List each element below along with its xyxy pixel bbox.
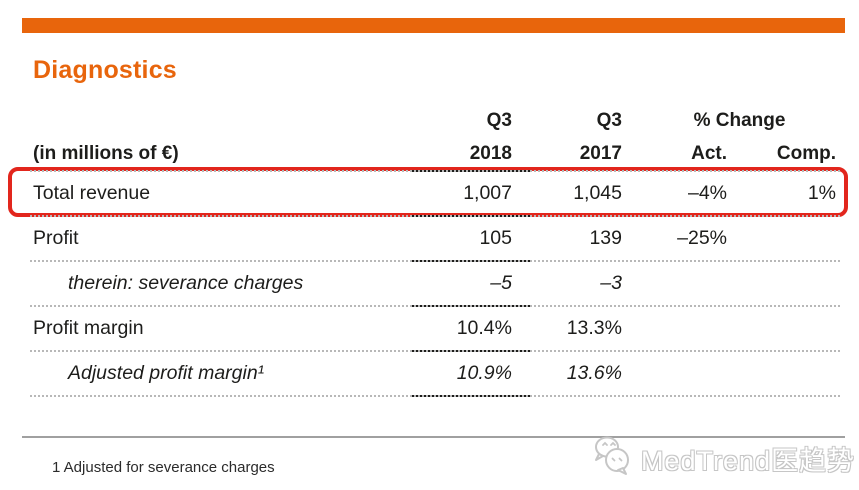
table-header-row-2: (in millions of €) 2018 2017 Act. Comp. bbox=[30, 137, 840, 170]
value-2017: 1,045 bbox=[573, 182, 622, 204]
value-comp bbox=[730, 352, 840, 395]
financials-table: Q3 Q3 % Change (in millions of €) 2018 2… bbox=[30, 104, 840, 397]
table-header-row-1: Q3 Q3 % Change bbox=[30, 104, 840, 137]
row-label: Profit bbox=[33, 227, 79, 249]
value-2017: 13.3% bbox=[566, 317, 622, 339]
table-row-total-revenue: Total revenue 1,007 1,045 –4% 1% bbox=[30, 170, 840, 215]
footer-divider-line bbox=[22, 436, 845, 438]
header-unit-label: (in millions of €) bbox=[33, 143, 179, 164]
wechat-icon bbox=[589, 434, 635, 483]
value-2017: 13.6% bbox=[566, 362, 622, 384]
header-spacer bbox=[30, 104, 365, 137]
header-q3-2018-line1: Q3 bbox=[486, 110, 512, 131]
watermark: MedTrend医趋势 bbox=[589, 432, 855, 484]
value-2017: –3 bbox=[600, 272, 622, 294]
header-q3-2017-line2: 2017 bbox=[579, 143, 622, 164]
table-row-adjusted-profit-margin: Adjusted profit margin¹ 10.9% 13.6% bbox=[30, 350, 840, 395]
value-2018: 10.9% bbox=[456, 362, 512, 384]
value-act bbox=[625, 262, 730, 305]
value-act: –4% bbox=[687, 182, 727, 204]
separator-dark-segment bbox=[412, 350, 530, 352]
value-act bbox=[625, 352, 730, 395]
value-act bbox=[625, 307, 730, 350]
separator-dark-segment bbox=[412, 170, 530, 172]
value-2017: 139 bbox=[589, 227, 622, 249]
value-2018: 1,007 bbox=[463, 182, 512, 204]
row-label: therein: severance charges bbox=[68, 272, 304, 294]
watermark-text: MedTrend医趋势 bbox=[640, 445, 855, 476]
row-label: Total revenue bbox=[33, 182, 151, 204]
header-q3-2017-line1: Q3 bbox=[596, 110, 622, 131]
header-q3-2018-line2: 2018 bbox=[469, 143, 512, 164]
value-2018: 10.4% bbox=[456, 317, 512, 339]
separator-dark-segment bbox=[412, 305, 530, 307]
header-act: Act. bbox=[691, 143, 727, 164]
separator-dark-segment bbox=[412, 395, 530, 397]
value-comp bbox=[730, 307, 840, 350]
value-comp bbox=[730, 262, 840, 305]
header-comp: Comp. bbox=[776, 143, 836, 164]
header-pct-change: % Change bbox=[693, 110, 786, 131]
table-row-profit: Profit 105 139 –25% bbox=[30, 215, 840, 260]
value-2018: –5 bbox=[490, 272, 512, 294]
value-comp bbox=[730, 217, 840, 260]
value-2018: 105 bbox=[479, 227, 512, 249]
value-act: –25% bbox=[677, 227, 727, 249]
value-comp: 1% bbox=[807, 182, 836, 204]
footnote: 1 Adjusted for severance charges bbox=[52, 459, 275, 476]
row-label: Profit margin bbox=[33, 317, 144, 339]
page-title: Diagnostics bbox=[33, 56, 177, 84]
table-row-severance-charges: therein: severance charges –5 –3 bbox=[30, 260, 840, 305]
table-row-profit-margin: Profit margin 10.4% 13.3% bbox=[30, 305, 840, 350]
separator-dark-segment bbox=[412, 215, 530, 217]
row-label: Adjusted profit margin¹ bbox=[68, 362, 265, 384]
table-bottom-separator bbox=[30, 395, 840, 397]
accent-bar bbox=[22, 18, 845, 33]
separator-dark-segment bbox=[412, 260, 530, 262]
